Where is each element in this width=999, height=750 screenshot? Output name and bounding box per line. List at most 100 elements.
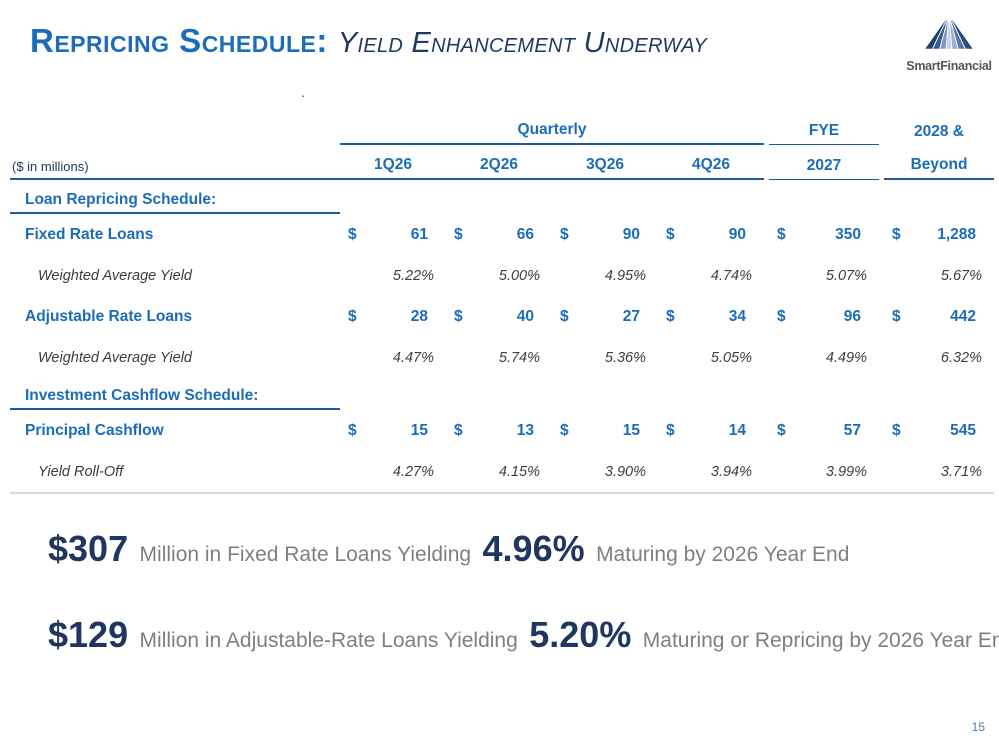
money-cell: $40	[446, 308, 552, 326]
percent-cell: 5.00%	[498, 268, 540, 284]
column-header-3q26: 3Q26	[552, 145, 658, 180]
row-label: Fixed Rate Loans	[25, 226, 154, 243]
section-label: Loan Repricing Schedule:	[10, 180, 340, 214]
percent-cell: 6.32%	[940, 350, 982, 366]
units-label: ($ in millions)	[10, 145, 340, 180]
column-header-4q26: 4Q26	[658, 145, 764, 180]
callout-rate: 4.96%	[482, 528, 585, 569]
currency-symbol: $	[777, 308, 786, 325]
percent-cell: 4.47%	[392, 350, 434, 366]
callout-text: Million in Adjustable-Rate Loans Yieldin…	[139, 629, 518, 652]
currency-symbol: $	[348, 422, 357, 439]
cell-value: 90	[622, 226, 640, 243]
cell-value: 1,288	[937, 226, 976, 243]
column-header-1q26: 1Q26	[340, 145, 446, 180]
money-cell: $28	[340, 308, 446, 326]
currency-symbol: $	[892, 308, 901, 325]
money-cell: $15	[340, 422, 446, 440]
column-header-2q26: 2Q26	[446, 145, 552, 180]
currency-symbol: $	[348, 226, 357, 243]
table-row: Adjustable Rate Loans $28 $40 $27 $34 $9…	[10, 296, 994, 338]
currency-symbol: $	[666, 226, 675, 243]
money-cell: $13	[446, 422, 552, 440]
currency-symbol: $	[666, 308, 675, 325]
slide-header: Repricing Schedule: Yield Enhancement Und…	[30, 22, 707, 60]
percent-cell: 4.15%	[498, 464, 540, 480]
money-cell: $350	[769, 226, 879, 244]
currency-symbol: $	[454, 422, 463, 439]
cell-value: 61	[410, 226, 428, 243]
group-header-quarterly: Quarterly	[340, 112, 764, 145]
currency-symbol: $	[777, 422, 786, 439]
money-cell: $442	[884, 308, 994, 326]
row-label: Principal Cashflow	[25, 422, 164, 439]
table-row: Yield Roll-Off 4.27% 4.15% 3.90% 3.94% 3…	[10, 452, 994, 494]
table-column-header-row: ($ in millions) 1Q26 2Q26 3Q26 4Q26 2027…	[10, 145, 994, 180]
table-section-row: Investment Cashflow Schedule:	[10, 378, 994, 410]
money-cell: $1,288	[884, 226, 994, 244]
table-row: Fixed Rate Loans $61 $66 $90 $90 $350 $1…	[10, 214, 994, 256]
percent-cell: 3.90%	[604, 464, 646, 480]
currency-symbol: $	[666, 422, 675, 439]
currency-symbol: $	[892, 422, 901, 439]
cell-value: 66	[516, 226, 534, 243]
cell-value: 350	[835, 226, 861, 243]
currency-symbol: $	[560, 422, 569, 439]
fixed-rate-callout: $307 Million in Fixed Rate Loans Yieldin…	[48, 528, 849, 570]
money-cell: $545	[884, 422, 994, 440]
money-cell: $34	[658, 308, 764, 326]
empty-cell	[10, 112, 340, 145]
section-label: Investment Cashflow Schedule:	[10, 378, 340, 410]
group-header-fye: FYE	[769, 112, 879, 145]
percent-cell: 5.05%	[710, 350, 752, 366]
stray-period-mark: .	[301, 84, 305, 100]
table-group-header-row: Quarterly FYE 2028 &	[10, 112, 994, 145]
table-row: Weighted Average Yield 5.22% 5.00% 4.95%…	[10, 256, 994, 296]
currency-symbol: $	[560, 308, 569, 325]
percent-cell: 5.07%	[825, 268, 867, 284]
cell-value: 90	[728, 226, 746, 243]
page-number: 15	[971, 720, 985, 734]
table-section-row: Loan Repricing Schedule:	[10, 180, 994, 214]
callout-text: Maturing by 2026 Year End	[596, 543, 850, 566]
money-cell: $27	[552, 308, 658, 326]
percent-cell: 4.27%	[392, 464, 434, 480]
callout-rate: 5.20%	[529, 614, 632, 655]
callout-text: Maturing or Repricing by 2026 Year End	[642, 629, 999, 652]
group-header-2028-beyond: 2028 &	[914, 123, 964, 140]
percent-cell: 3.99%	[825, 464, 867, 480]
percent-cell: 4.74%	[710, 268, 752, 284]
money-cell: $96	[769, 308, 879, 326]
currency-symbol: $	[454, 226, 463, 243]
pyramid-logo-icon	[923, 14, 975, 50]
logo-wordmark: SmartFinancial	[906, 59, 992, 73]
callout-amount: $129	[48, 614, 129, 655]
column-header-beyond: Beyond	[884, 145, 994, 180]
currency-symbol: $	[892, 226, 901, 243]
percent-cell: 5.67%	[940, 268, 982, 284]
row-label: Yield Roll-Off	[38, 464, 124, 480]
percent-cell: 5.22%	[392, 268, 434, 284]
currency-symbol: $	[454, 308, 463, 325]
page-title: Repricing Schedule:	[30, 22, 328, 59]
percent-cell: 3.71%	[940, 464, 982, 480]
cell-value: 14	[728, 422, 746, 439]
money-cell: $90	[658, 226, 764, 244]
cell-value: 15	[410, 422, 428, 439]
adjustable-rate-callout: $129 Million in Adjustable-Rate Loans Yi…	[48, 614, 999, 656]
column-header-2027: 2027	[769, 145, 879, 180]
cell-value: 40	[516, 308, 534, 325]
money-cell: $15	[552, 422, 658, 440]
currency-symbol: $	[560, 226, 569, 243]
percent-cell: 4.49%	[825, 350, 867, 366]
percent-cell: 3.94%	[710, 464, 752, 480]
repricing-schedule-table: Quarterly FYE 2028 & ($ in millions) 1Q2…	[10, 112, 994, 494]
money-cell: $57	[769, 422, 879, 440]
money-cell: $90	[552, 226, 658, 244]
callout-amount: $307	[48, 528, 129, 569]
table-row: Weighted Average Yield 4.47% 5.74% 5.36%…	[10, 338, 994, 378]
row-label: Weighted Average Yield	[38, 268, 192, 284]
currency-symbol: $	[348, 308, 357, 325]
percent-cell: 5.36%	[604, 350, 646, 366]
callout-text: Million in Fixed Rate Loans Yielding	[139, 543, 472, 566]
